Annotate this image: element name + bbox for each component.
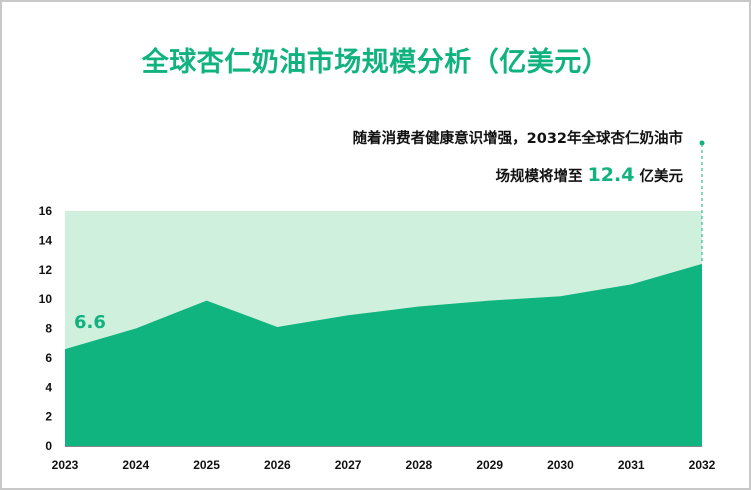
y-axis-ticks: 0 2 4 6 8 10 12 14 16 <box>39 204 53 453</box>
annotation-highlight-value: 12.4 <box>587 164 635 186</box>
annotation-line-1: 随着消费者健康意识增强，2032年全球杏仁奶油市 <box>352 131 683 147</box>
x-tick-label: 2030 <box>547 458 574 472</box>
x-tick-label: 2028 <box>406 458 433 472</box>
y-tick-label: 2 <box>45 410 52 424</box>
y-tick-label: 0 <box>45 439 52 453</box>
y-tick-label: 6 <box>45 351 52 365</box>
annotation-callout: 随着消费者健康意识增强，2032年全球杏仁奶油市 场规模将增至 12.4 亿美元 <box>353 121 683 195</box>
x-tick-label: 2023 <box>52 458 79 472</box>
x-tick-label: 2026 <box>264 458 291 472</box>
x-tick-label: 2027 <box>335 458 362 472</box>
start-value-label: 6.6 <box>74 312 106 333</box>
chart-title: 全球杏仁奶油市场规模分析（亿美元） <box>141 47 610 78</box>
annotation-prefix: 场规模将增至 <box>495 169 583 185</box>
y-tick-label: 4 <box>45 380 52 394</box>
x-axis-ticks: 2023 2024 2025 2026 2027 2028 2029 2030 2031 2032 <box>52 458 716 472</box>
annotation-line-2: 场规模将增至 12.4 亿美元 <box>353 157 683 195</box>
annotation-suffix: 亿美元 <box>639 169 684 185</box>
x-tick-label: 2024 <box>122 458 149 472</box>
y-tick-label: 14 <box>39 233 53 247</box>
x-tick-label: 2032 <box>689 458 716 472</box>
annotation-dot <box>699 140 705 146</box>
y-tick-label: 8 <box>45 322 52 336</box>
y-tick-label: 16 <box>39 204 53 218</box>
y-tick-label: 12 <box>39 263 53 277</box>
x-tick-label: 2031 <box>618 458 645 472</box>
x-tick-label: 2029 <box>476 458 503 472</box>
area-series <box>65 263 702 446</box>
y-tick-label: 10 <box>39 292 53 306</box>
x-tick-label: 2025 <box>193 458 220 472</box>
